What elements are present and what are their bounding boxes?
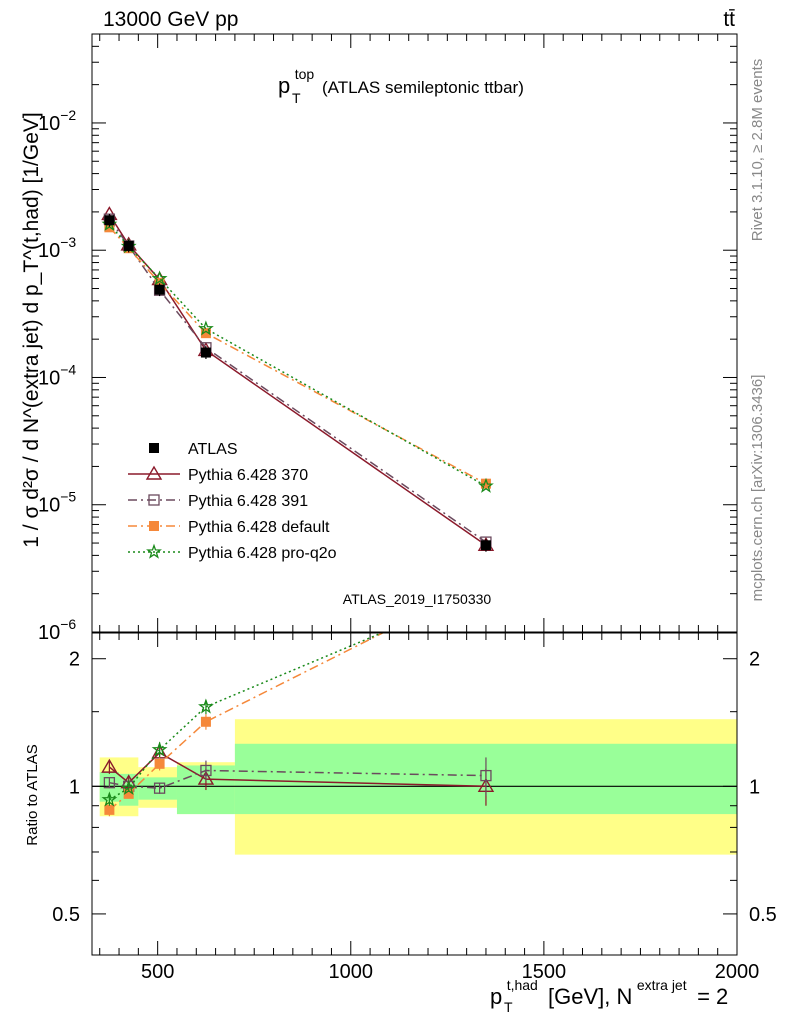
- ratio-y-tick-label-left-0: 0.5: [52, 904, 80, 926]
- ratio-point-s2-2: [154, 758, 165, 769]
- plot-title: p top T (ATLAS semileptonic ttbar): [278, 66, 524, 107]
- data-point-3: [200, 347, 211, 358]
- x-tick-label-1: 1000: [329, 961, 374, 983]
- mcplots-credit-label: mcplots.cern.ch [arXiv:1306.3436]: [749, 375, 766, 602]
- ratio-y-tick-label-right-2: 2: [749, 649, 760, 671]
- main-y-tick-exp: −3: [60, 234, 76, 250]
- ratio-point-s2-1: [123, 788, 134, 799]
- ratio-y-axis-label: Ratio to ATLAS: [24, 744, 41, 845]
- data-point-0: [104, 215, 115, 226]
- x-tick-label-0: 500: [141, 961, 174, 983]
- main-line-series-1: [108, 218, 487, 543]
- legend-label-1: Pythia 6.428 370: [188, 467, 308, 484]
- main-point-s3-3: [198, 320, 214, 336]
- ratio-line-series-1: [109, 769, 487, 789]
- main-y-tick-base: 10: [38, 495, 60, 517]
- legend-label-4: Pythia 6.428 pro-q2o: [188, 545, 337, 562]
- main-point-s2-2: [154, 277, 165, 288]
- legend-marker-0: [149, 443, 159, 453]
- x-label-main: p: [490, 984, 502, 1009]
- main-y-tick-exp: −2: [60, 107, 76, 123]
- x-tick-label-3: 2000: [715, 961, 760, 983]
- main-y-tick-base: 10: [38, 240, 60, 262]
- main-point-s2-3: [200, 328, 211, 339]
- header-left: 13000 GeV pp: [103, 8, 238, 31]
- main-point-s3-4: [478, 477, 494, 493]
- legend-marker-4: [146, 543, 162, 559]
- data-point-4: [480, 540, 491, 551]
- x-tick-label-2: 1500: [522, 961, 567, 983]
- x-label-sub: T: [504, 999, 513, 1015]
- header-right: tt̄: [723, 8, 735, 31]
- ratio-point-s1-3: [200, 764, 212, 777]
- main-line-series-3: [108, 223, 487, 487]
- main-y-tick-label-3: 10−5: [38, 489, 76, 517]
- data-point-2: [154, 284, 165, 295]
- main-y-axis-label: 1 / σ d²σ / d N^(extra jet) d p_T^(t,had…: [20, 112, 43, 547]
- main-line-series-2: [108, 226, 487, 485]
- ratio-point-s3-1: [120, 779, 137, 795]
- ratio-point-s0-3: [197, 770, 215, 785]
- ratio-point-s2-3: [200, 716, 211, 727]
- ratio-line-series-2: [108, 633, 385, 811]
- main-y-tick-base: 10: [38, 622, 60, 644]
- legend-label-3: Pythia 6.428 default: [188, 519, 330, 536]
- data-point-1: [123, 240, 134, 251]
- x-label-sup: t,had: [507, 977, 538, 993]
- plot-title-main: p: [278, 73, 290, 98]
- ratio-point-s3-2: [151, 741, 168, 757]
- main-y-tick-exp: −5: [60, 489, 76, 505]
- ratio-point-s0-0: [101, 758, 118, 773]
- main-y-tick-base: 10: [38, 367, 60, 389]
- plot-title-sub: T: [292, 90, 301, 106]
- ratio-point-s1-0: [103, 777, 116, 789]
- x-label-n-sup: extra jet: [637, 977, 687, 993]
- main-y-tick-label-0: 10−2: [38, 107, 76, 135]
- x-label-unit: [GeV], N: [548, 984, 632, 1009]
- main-y-tick-exp: −6: [60, 616, 76, 632]
- ratio-plot-frame: [91, 632, 738, 956]
- rivet-version-label: Rivet 3.1.10, ≥ 2.8M events: [749, 59, 766, 242]
- ratio-point-s1-2: [153, 782, 166, 794]
- x-axis-label: p t,had T [GeV], N extra jet = 2: [490, 977, 728, 1016]
- ratio-uncertainty-bands: [92, 719, 737, 855]
- ratio-band-inner-2: [138, 777, 177, 800]
- ratio-point-s1-4: [480, 769, 492, 782]
- plot-title-rest: (ATLAS semileptonic ttbar): [322, 78, 524, 97]
- analysis-watermark: ATLAS_2019_I1750330: [343, 591, 492, 607]
- legend-marker-1: [145, 465, 163, 480]
- legend-label-0: ATLAS: [188, 441, 238, 458]
- plot-title-sup: top: [295, 66, 315, 82]
- main-point-s3-2: [151, 270, 168, 286]
- main-y-tick-label-2: 10−4: [38, 361, 76, 389]
- ratio-y-tick-label-right-1: 1: [749, 776, 760, 798]
- main-point-s2-4: [480, 478, 491, 489]
- legend: ATLAS Pythia 6.428 370 Pythia 6.428 391 Pyt…: [128, 441, 337, 562]
- ratio-point-s2-0: [104, 804, 115, 815]
- main-y-tick-label-1: 10−3: [38, 234, 76, 262]
- ratio-y-tick-label-left-2: 2: [69, 649, 80, 671]
- main-y-tick-base: 10: [38, 113, 60, 135]
- legend-marker-3: [149, 521, 159, 531]
- legend-label-2: Pythia 6.428 391: [188, 493, 308, 510]
- x-label-eq: = 2: [697, 984, 728, 1009]
- legend-marker-2: [148, 494, 160, 506]
- main-plot-frame: [91, 33, 738, 633]
- ratio-y-tick-label-left-1: 1: [69, 776, 80, 798]
- ratio-point-s3-3: [198, 698, 214, 714]
- ratio-point-s2-4: [481, 576, 491, 586]
- main-y-tick-exp: −4: [60, 361, 76, 377]
- ratio-y-tick-label-right-0: 0.5: [749, 904, 777, 926]
- ratio-series: [101, 576, 495, 817]
- main-series: [101, 206, 495, 552]
- ratio-point-s3-0: [101, 791, 118, 807]
- main-y-tick-label-4: 10−6: [38, 616, 76, 644]
